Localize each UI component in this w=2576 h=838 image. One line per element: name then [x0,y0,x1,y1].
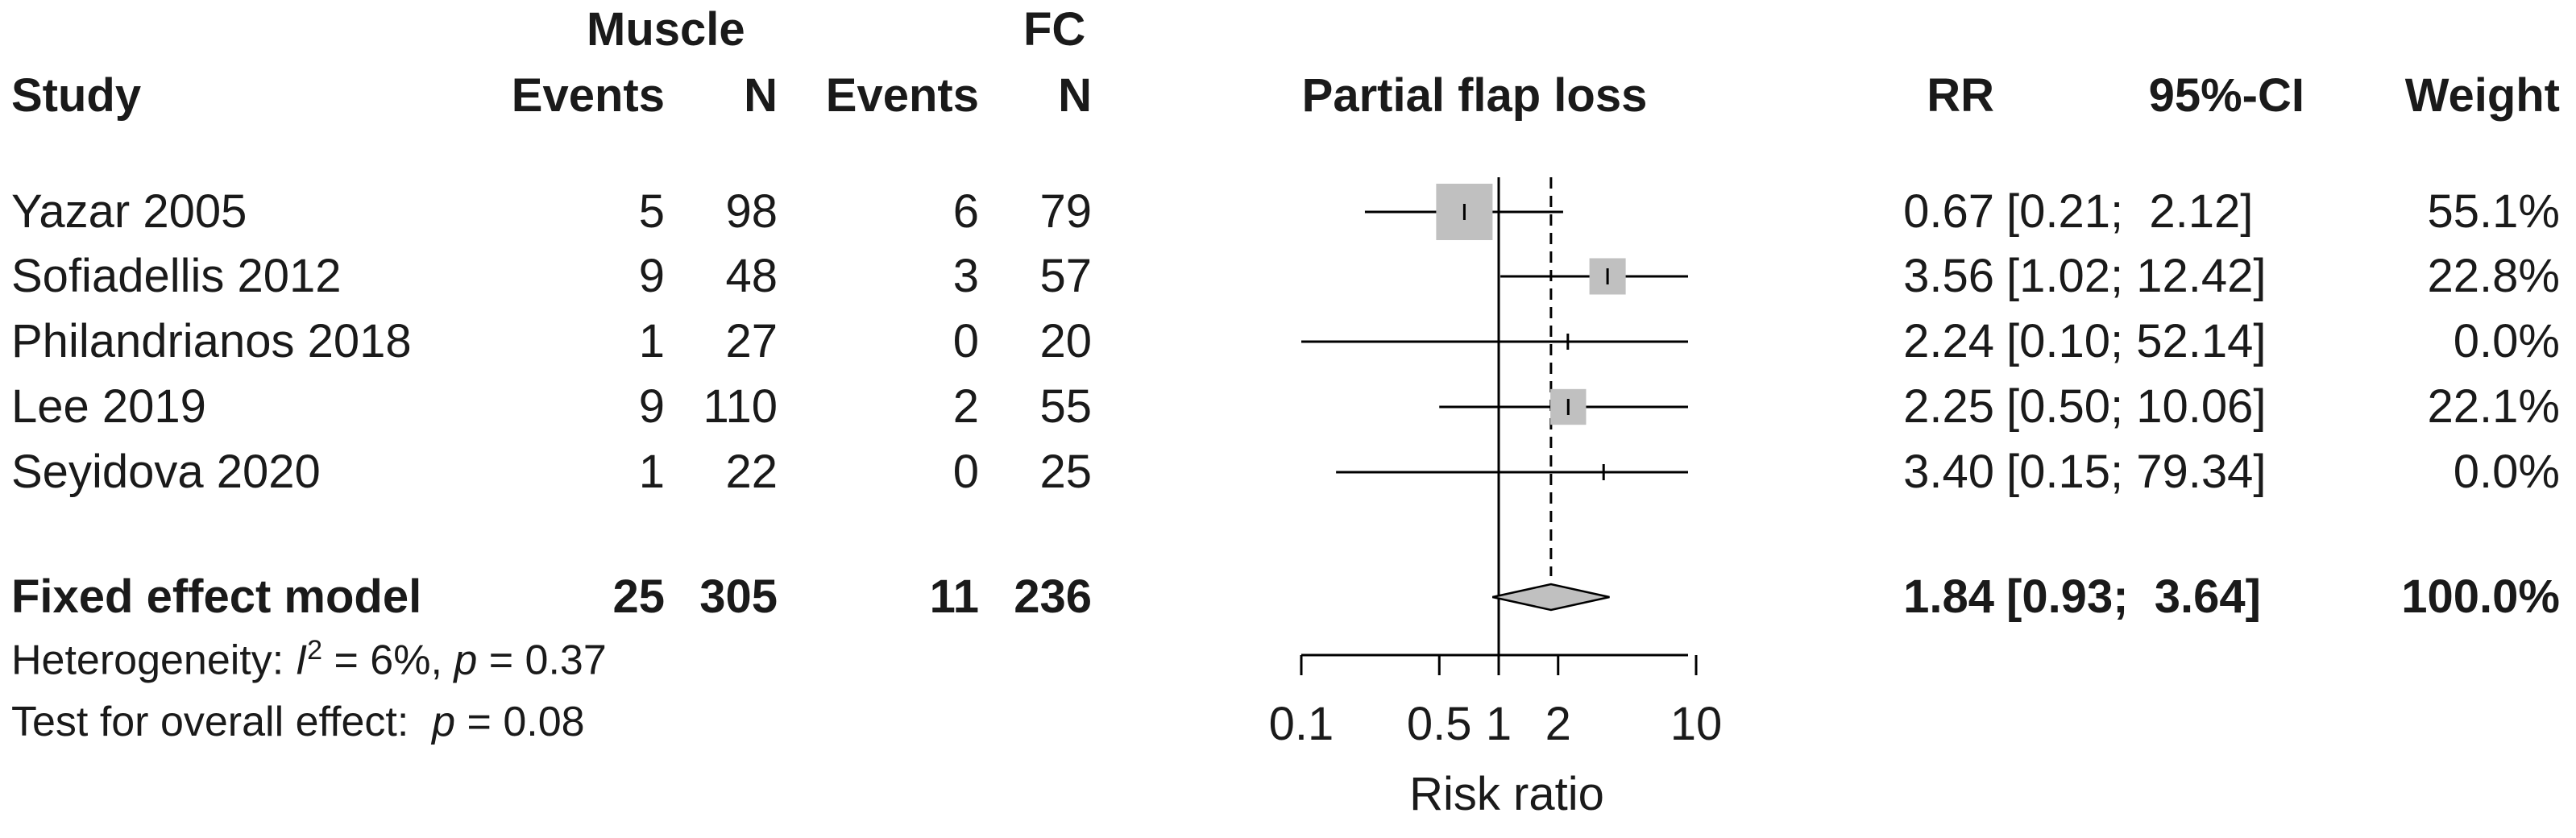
weight-cell: 0.0% [2453,315,2560,367]
heterogeneity-p-value: = 0.37 [477,637,607,684]
events2-cell: 2 [952,380,979,433]
summary-ci: [0.93; 3.64] [2006,570,2261,623]
i-squared-symbol: I [295,637,308,684]
n2-cell: 20 [1039,315,1092,367]
weight-cell: 55.1% [2427,185,2560,238]
heterogeneity-text: Heterogeneity: I2 = 6%, p = 0.37 [11,637,607,681]
events1-column-header: Events [511,69,665,122]
n1-cell: 98 [725,185,778,238]
study-name: Lee 2019 [11,380,206,433]
events1-cell: 1 [638,446,665,498]
rr-column-header: RR [1927,69,1994,122]
n1-cell: 27 [725,315,778,367]
rr-cell: 2.24 [1903,315,1994,367]
x-tick-label: 2 [1545,698,1571,750]
rr-cell: 2.25 [1903,380,1994,433]
events1-cell: 1 [638,315,665,367]
weight-column-header: Weight [2404,69,2560,122]
x-tick-label: 0.1 [1269,698,1334,750]
n1-column-header: N [744,69,778,122]
summary-rr: 1.84 [1903,570,1994,623]
rr-cell: 3.56 [1903,250,1994,302]
n1-cell: 110 [703,380,778,433]
weight-cell: 22.1% [2427,380,2560,433]
study-name: Sofiadellis 2012 [11,250,342,302]
weight-cell: 22.8% [2427,250,2560,302]
study-name: Seyidova 2020 [11,446,321,498]
rr-cell: 0.67 [1903,185,1994,238]
summary-events2: 11 [929,570,979,623]
n1-cell: 48 [725,250,778,302]
ci-cell: [0.15; 79.34] [2006,446,2267,498]
events2-cell: 3 [952,250,979,302]
n2-cell: 55 [1039,380,1092,433]
summary-n2: 236 [1014,570,1092,623]
group2-header: FC [1023,3,1086,56]
p-symbol: p [454,637,478,684]
study-column-header: Study [11,69,142,122]
heterogeneity-label: Heterogeneity: [11,637,296,684]
p-symbol: p [432,699,456,745]
overall-effect-label: Test for overall effect: [11,699,433,745]
ci-cell: [0.10; 52.14] [2006,315,2267,367]
events1-cell: 9 [638,250,665,302]
events1-cell: 5 [638,185,665,238]
study-name: Yazar 2005 [11,185,247,238]
study-name: Philandrianos 2018 [11,315,412,367]
ci-cell: [0.50; 10.06] [2006,380,2267,433]
x-tick-label: 10 [1670,698,1723,750]
weight-cell: 0.0% [2453,446,2560,498]
ci-cell: [0.21; 2.12] [2006,185,2254,238]
summary-name: Fixed effect model [11,570,422,623]
i-squared-value: = 6%, [322,637,454,684]
overall-effect-text: Test for overall effect: p = 0.08 [11,701,585,743]
n2-cell: 79 [1039,185,1092,238]
summary-weight: 100.0% [2401,570,2560,623]
events2-cell: 0 [952,446,979,498]
n1-cell: 22 [725,446,778,498]
ci-cell: [1.02; 12.42] [2006,250,2267,302]
n2-column-header: N [1058,69,1092,122]
x-axis-label: Risk ratio [1409,768,1604,820]
events2-cell: 0 [952,315,979,367]
n2-cell: 25 [1039,446,1092,498]
summary-events1: 25 [612,570,665,623]
pooled-diamond [1492,583,1610,612]
rr-cell: 3.40 [1903,446,1994,498]
x-tick-label: 0.5 [1407,698,1472,750]
events1-cell: 9 [638,380,665,433]
x-tick-label: 1 [1486,698,1512,750]
i-squared-exponent: 2 [307,635,323,666]
summary-n1: 305 [699,570,778,623]
events2-cell: 6 [952,185,979,238]
group1-header: Muscle [587,3,745,56]
overall-effect-p-value: = 0.08 [455,699,585,745]
ci-column-header: 95%-CI [2148,69,2304,122]
n2-cell: 57 [1039,250,1092,302]
events2-column-header: Events [825,69,979,122]
plot-title: Partial flap loss [1301,69,1648,122]
